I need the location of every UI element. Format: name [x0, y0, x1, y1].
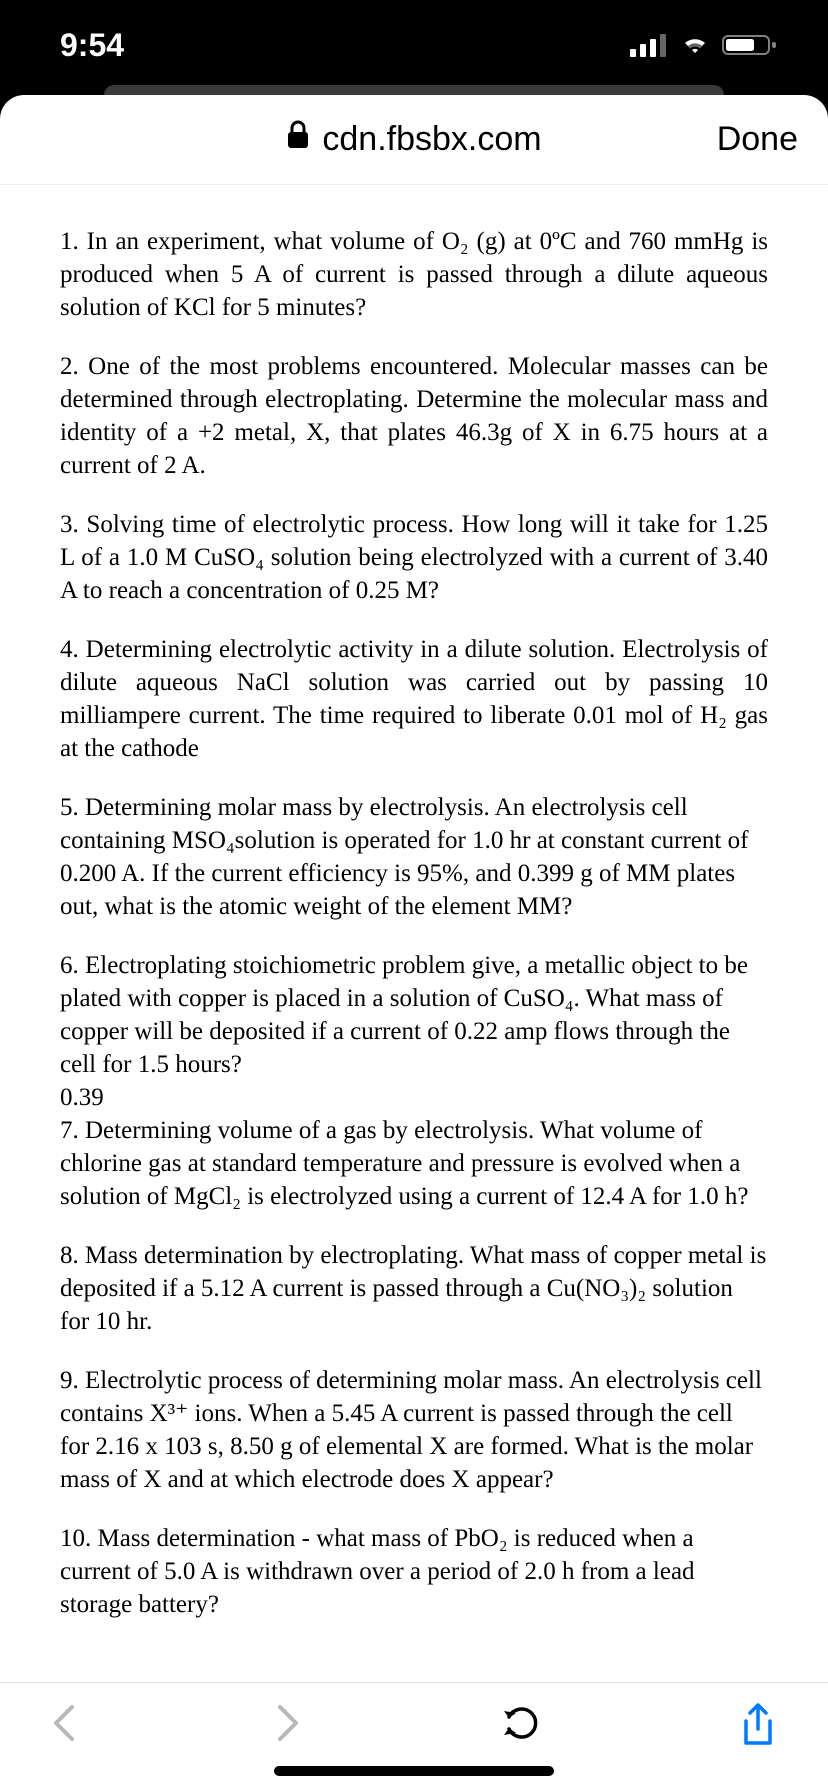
question-7: 7. Determining volume of a gas by electr…: [60, 1114, 768, 1213]
battery-icon: [722, 33, 778, 57]
question-6-ans: 0.39: [60, 1081, 768, 1114]
status-time: 9:54: [60, 27, 124, 64]
question-4: 4. Determining electrolytic activity in …: [60, 633, 768, 765]
home-indicator[interactable]: [274, 1766, 554, 1776]
question-1: 1. In an experiment, what volume of O₂ (…: [60, 225, 768, 324]
question-5: 5. Determining molar mass by electrolysi…: [60, 791, 768, 923]
url-center[interactable]: cdn.fbsbx.com: [286, 120, 541, 159]
question-3: 3. Solving time of electrolytic process.…: [60, 508, 768, 607]
document-content[interactable]: 1. In an experiment, what volume of O₂ (…: [0, 185, 828, 1682]
question-10: 10. Mass determination - what mass of Pb…: [60, 1522, 768, 1621]
refresh-button[interactable]: [498, 1701, 542, 1745]
wifi-icon: [678, 33, 712, 57]
sheet-handle[interactable]: [104, 85, 724, 95]
share-button[interactable]: [738, 1701, 778, 1749]
question-6: 6. Electroplating stoichiometric problem…: [60, 949, 768, 1081]
signal-icon: [630, 33, 668, 57]
status-indicators: [630, 33, 778, 57]
back-button[interactable]: [50, 1701, 78, 1745]
question-2: 2. One of the most problems encountered.…: [60, 350, 768, 482]
question-8: 8. Mass determination by electroplating.…: [60, 1239, 768, 1338]
url-domain: cdn.fbsbx.com: [322, 120, 541, 159]
url-bar: cdn.fbsbx.com Done: [0, 95, 828, 185]
lock-icon: [286, 120, 310, 159]
forward-button[interactable]: [274, 1701, 302, 1745]
browser-sheet: cdn.fbsbx.com Done 1. In an experiment, …: [0, 95, 828, 1792]
done-button[interactable]: Done: [717, 120, 798, 159]
question-9: 9. Electrolytic process of determining m…: [60, 1364, 768, 1496]
